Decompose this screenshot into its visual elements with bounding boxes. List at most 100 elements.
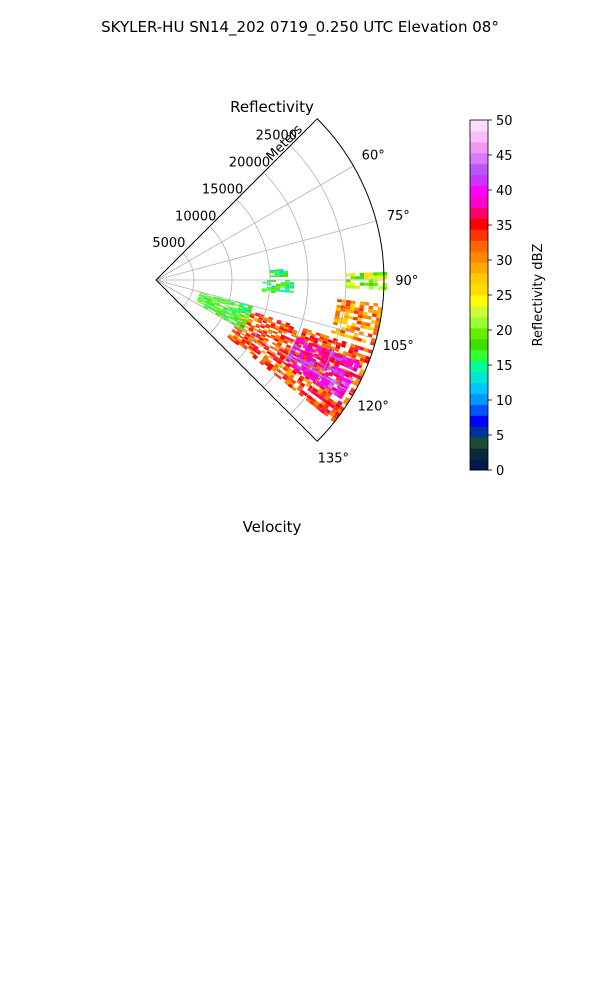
- echo-cell: [343, 314, 349, 319]
- echo-cell: [270, 290, 276, 294]
- echo-cell: [234, 315, 240, 319]
- echo-cell: [207, 297, 213, 300]
- echo-cell: [237, 320, 242, 324]
- echo-cell: [308, 338, 314, 343]
- echo-cell: [299, 382, 306, 388]
- colorbar-swatch: [470, 240, 488, 252]
- echo-cell: [282, 350, 288, 355]
- sector-outline: [155, 118, 385, 442]
- echo-cell: [305, 397, 311, 403]
- echo-cell: [198, 295, 203, 299]
- echo-cell: [207, 299, 212, 302]
- echo-cell: [262, 320, 267, 324]
- echo-cell: [313, 353, 319, 358]
- colorbar-swatch: [470, 262, 488, 274]
- echo-cell: [217, 308, 223, 312]
- echo-cell: [295, 358, 301, 364]
- echo-cell: [306, 374, 313, 380]
- azimuth-gridline: [155, 220, 377, 281]
- echo-cell: [197, 299, 202, 302]
- colorbar-swatch: [470, 349, 488, 362]
- echo-cell: [261, 290, 267, 293]
- echo-cell: [274, 325, 280, 329]
- echo-cell: [345, 285, 351, 289]
- echo-cell: [220, 301, 226, 305]
- echo-cell: [364, 275, 369, 280]
- echo-cell: [275, 289, 281, 292]
- echo-cell: [314, 379, 320, 385]
- echo-cell: [352, 316, 358, 321]
- echo-cell: [295, 339, 301, 344]
- colorbar-swatch: [470, 437, 488, 449]
- echo-cell: [220, 312, 226, 316]
- r-tick-label: 25000: [256, 129, 297, 144]
- echo-cell: [220, 300, 226, 304]
- echo-cell: [215, 312, 221, 316]
- echo-cell: [248, 337, 254, 342]
- echo-cell: [242, 320, 247, 324]
- echo-cell: [267, 330, 273, 335]
- echo-cell: [281, 360, 287, 366]
- echo-cell: [257, 340, 262, 345]
- echo-cell: [300, 349, 306, 354]
- echo-cell: [297, 377, 304, 383]
- echo-cell: [284, 365, 290, 370]
- echo-cell: [259, 313, 265, 317]
- echo-cell: [304, 336, 310, 341]
- echo-cell: [335, 388, 341, 395]
- echo-cell: [354, 307, 360, 311]
- echo-cell: [368, 275, 374, 280]
- echo-cell: [262, 339, 268, 344]
- echo-cell: [357, 314, 363, 319]
- echo-cell: [228, 334, 233, 339]
- echo-cell: [271, 341, 277, 346]
- echo-cell: [358, 307, 364, 312]
- echo-cell: [200, 301, 206, 305]
- echo-cell: [274, 269, 279, 272]
- echo-cell: [301, 330, 307, 335]
- echo-cell: [368, 305, 374, 310]
- echo-cell: [261, 350, 267, 355]
- echo-cell: [313, 372, 320, 378]
- echo-cell: [230, 313, 236, 317]
- echo-cell: [284, 336, 290, 340]
- echo-cell: [287, 330, 293, 334]
- echo-cell: [239, 315, 245, 319]
- echo-cell: [231, 312, 236, 316]
- echo-cell: [274, 275, 280, 278]
- colorbar-swatch: [470, 185, 488, 198]
- echo-cell: [362, 311, 368, 316]
- echo-cell: [341, 369, 347, 375]
- colorbar-swatch: [470, 327, 488, 340]
- colorbar-swatch: [470, 163, 488, 176]
- echo-cell: [355, 326, 361, 332]
- echo-cell: [265, 323, 271, 328]
- echo-cell: [269, 271, 275, 274]
- colorbar-swatch: [470, 284, 488, 296]
- echo-cell: [285, 282, 290, 285]
- echo-cell: [287, 383, 293, 389]
- echo-cell: [354, 285, 360, 289]
- echo-cell: [346, 357, 352, 363]
- echo-cell: [229, 302, 235, 305]
- theta-tick-label: 75°: [387, 209, 410, 224]
- echo-cell: [303, 363, 309, 368]
- echo-cell: [261, 288, 267, 291]
- echo-cell: [375, 317, 381, 322]
- echo-cell: [368, 272, 374, 276]
- echo-cell: [303, 377, 309, 383]
- colorbar-swatch: [470, 196, 488, 208]
- echo-cell: [228, 316, 234, 321]
- echo-cell: [205, 303, 210, 306]
- echo-cell: [350, 359, 357, 364]
- echo-cell: [276, 321, 282, 325]
- echo-cell: [229, 303, 235, 307]
- echo-cell: [354, 360, 361, 366]
- echo-cell: [335, 370, 341, 376]
- figure-suptitle: SKYLER-HU SN14_202 0719_0.250 UTC Elevat…: [101, 18, 499, 37]
- echo-cell: [321, 405, 328, 412]
- echo-cell: [271, 289, 276, 292]
- echo-cell: [219, 304, 224, 308]
- echo-cell: [329, 403, 336, 409]
- echo-cell: [327, 371, 334, 377]
